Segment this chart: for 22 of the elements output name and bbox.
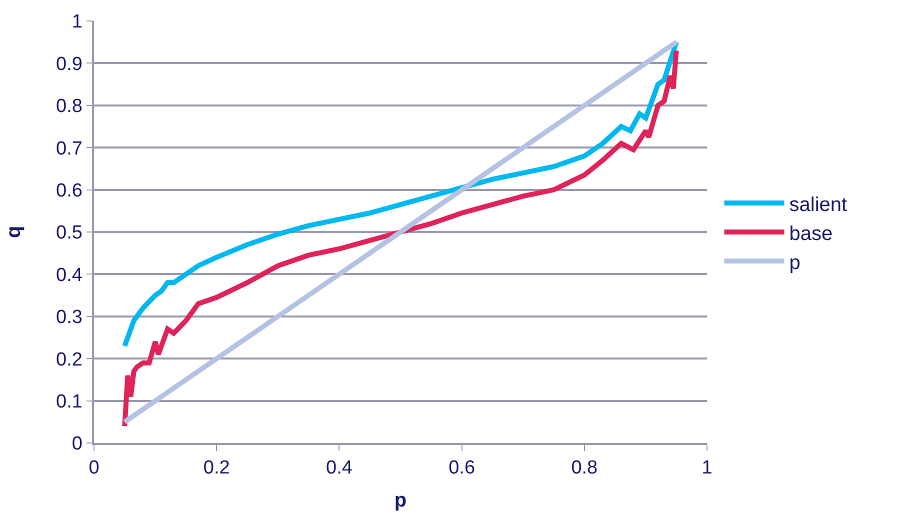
y-tick-label: 0.4 — [56, 264, 83, 286]
y-tick-label: 0.7 — [56, 138, 82, 160]
x-tick-label: 0 — [88, 458, 100, 479]
y-tick-label: 0 — [72, 434, 82, 455]
y-tick-label: 1 — [72, 12, 82, 33]
y-tick-label: 0.9 — [56, 54, 82, 75]
y-axis-title: q — [3, 226, 26, 238]
y-tick-label: 0.5 — [56, 222, 82, 244]
x-tick-label: 1 — [702, 458, 712, 479]
legend-label: base — [789, 222, 833, 245]
x-tick-label: 0.2 — [203, 458, 230, 479]
legend-label: salient — [789, 194, 848, 216]
y-tick-label: 0.1 — [56, 391, 82, 412]
x-tick-label: 0.4 — [326, 458, 353, 479]
y-tick-label: 0.8 — [56, 96, 82, 118]
x-tick-label: 0.6 — [448, 458, 476, 479]
y-tick-label: 0.6 — [56, 180, 82, 202]
x-tick-label: 0.8 — [571, 458, 598, 479]
x-axis-title: p — [394, 490, 407, 512]
legend-label: p — [789, 252, 800, 274]
y-tick-label: 0.3 — [56, 307, 82, 328]
y-tick-label: 0.2 — [56, 349, 82, 370]
